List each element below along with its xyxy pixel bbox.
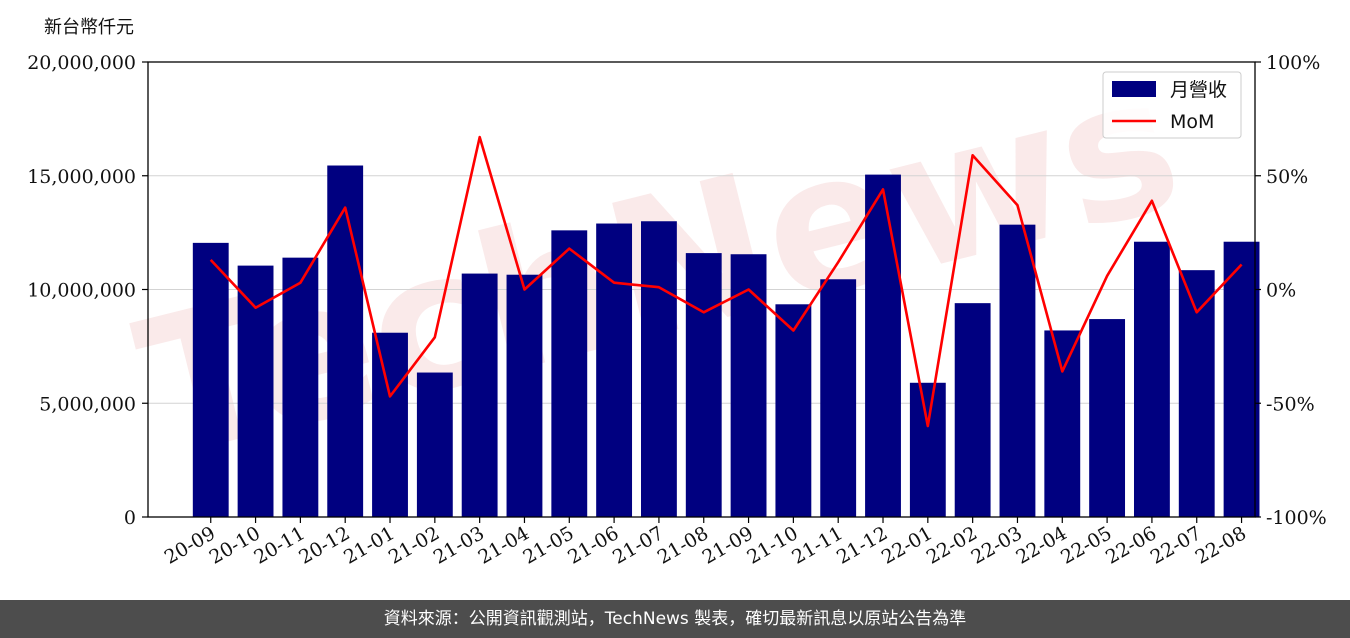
- bar-20-11: [282, 257, 319, 517]
- y-left-tick-label: 20,000,000: [27, 52, 136, 74]
- bar-21-05: [551, 230, 588, 517]
- x-tick-label-22-08: 22-08: [1192, 522, 1250, 568]
- y-right-tick-label: 0%: [1266, 280, 1296, 302]
- bar-21-12: [865, 174, 901, 518]
- y-left-tick-label: 0: [124, 507, 136, 529]
- x-tick-label-21-03: 21-03: [430, 522, 488, 568]
- line-series: [209, 135, 1243, 428]
- bar-22-01: [909, 382, 946, 517]
- x-tick-label-21-02: 21-02: [385, 522, 443, 568]
- bar-21-09: [730, 254, 767, 518]
- mom-line: [209, 135, 1243, 428]
- bar-20-10: [237, 265, 274, 517]
- y-right-tick-label: -50%: [1266, 393, 1315, 415]
- x-tick-label-20-10: 20-10: [206, 522, 264, 568]
- bar-21-04: [506, 274, 543, 517]
- source-footer: 資料來源：公開資訊觀測站，TechNews 製表，確切最新訊息以原站公告為準: [0, 600, 1350, 638]
- legend-label-mom: MoM: [1170, 111, 1214, 133]
- y-right-tick-label: 100%: [1266, 52, 1320, 74]
- legend-label-revenue: 月營收: [1170, 79, 1227, 101]
- bar-series: [192, 165, 1260, 518]
- y-left-tick-label: 10,000,000: [27, 280, 136, 302]
- x-tick-label-21-05: 21-05: [519, 522, 577, 568]
- bar-22-05: [1089, 319, 1126, 517]
- bar-20-09: [192, 242, 229, 518]
- legend-swatch-bar: [1112, 81, 1156, 97]
- x-tick-label-21-10: 21-10: [743, 522, 801, 568]
- bar-21-11: [820, 279, 857, 517]
- x-tick-label-20-11: 20-11: [250, 522, 308, 568]
- x-tick-label-22-06: 22-06: [1102, 522, 1160, 568]
- bar-21-10: [775, 304, 812, 517]
- bar-22-07: [1178, 270, 1215, 517]
- x-tick-label-21-06: 21-06: [564, 522, 622, 568]
- x-tick-label-21-08: 21-08: [654, 522, 712, 568]
- x-tick-label-22-02: 22-02: [923, 522, 981, 568]
- y-left-tick-label: 15,000,000: [27, 166, 136, 188]
- bar-21-02: [416, 372, 453, 517]
- x-tick-label-22-01: 22-01: [878, 522, 936, 568]
- y-right-tick-label: 50%: [1266, 166, 1308, 188]
- bar-21-08: [685, 253, 722, 517]
- bar-22-08: [1223, 241, 1260, 517]
- bar-22-04: [1044, 330, 1081, 517]
- revenue-chart: TechNews 05,000,00010,000,00015,000,0002…: [27, 17, 1327, 569]
- x-tick-label-22-07: 22-07: [1147, 522, 1205, 568]
- bar-22-03: [999, 224, 1036, 517]
- bar-22-02: [954, 303, 991, 517]
- x-tick-label-21-01: 21-01: [340, 522, 398, 568]
- x-tick-label-21-11: 21-11: [788, 522, 846, 568]
- x-tick-label-21-04: 21-04: [475, 522, 533, 568]
- y-right-tick-label: -100%: [1266, 507, 1327, 529]
- x-tick-label-22-04: 22-04: [1012, 522, 1070, 568]
- bar-22-06: [1133, 241, 1170, 517]
- x-tick-label-21-12: 21-12: [833, 522, 891, 568]
- bar-21-07: [640, 221, 677, 517]
- x-tick-label-20-12: 20-12: [295, 522, 353, 568]
- bar-21-03: [461, 273, 498, 517]
- y-unit-label: 新台幣仟元: [44, 17, 134, 38]
- x-tick-label-21-09: 21-09: [699, 522, 757, 568]
- x-tick-label-22-03: 22-03: [968, 522, 1026, 568]
- y-left-tick-label: 5,000,000: [39, 393, 136, 415]
- x-tick-label-20-09: 20-09: [161, 522, 219, 568]
- x-tick-label-21-07: 21-07: [609, 522, 667, 568]
- footer-text: 資料來源：公開資訊觀測站，TechNews 製表，確切最新訊息以原站公告為準: [383, 609, 967, 629]
- bar-21-06: [596, 223, 633, 517]
- bar-20-12: [327, 165, 364, 517]
- bar-21-01: [372, 332, 408, 517]
- x-tick-label-22-05: 22-05: [1057, 522, 1115, 568]
- legend: 月營收 MoM: [1102, 71, 1242, 139]
- axes: 0 5,000,000 10,000,000 15,000,000 20,000,000…: [27, 52, 1327, 569]
